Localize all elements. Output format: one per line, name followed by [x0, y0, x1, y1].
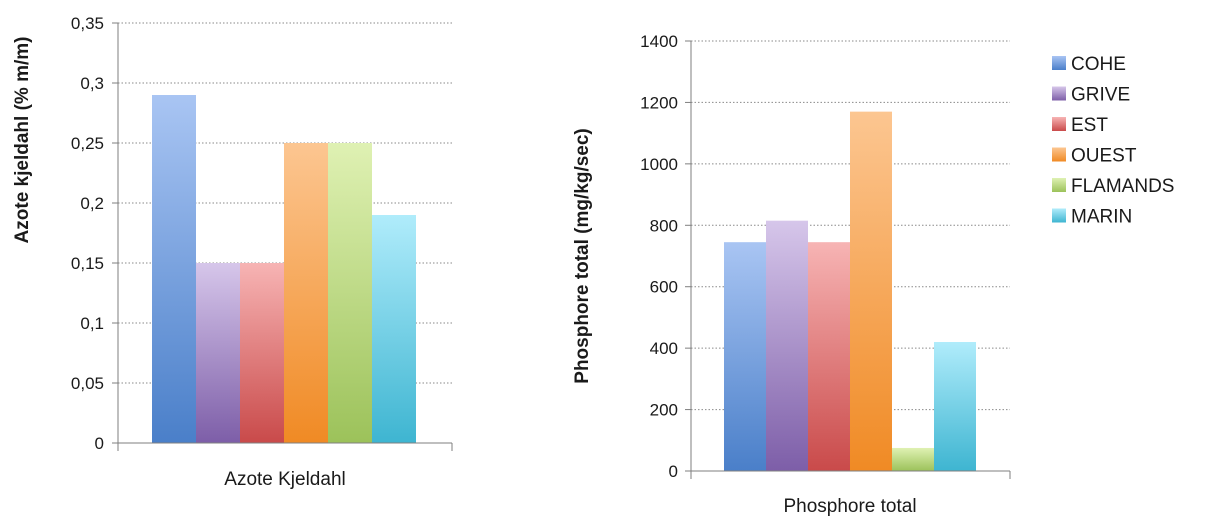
chart-azote-bars — [152, 95, 416, 443]
bar-marin — [372, 215, 416, 443]
chart-azote-ytick-labels: 0 0,05 0,1 0,15 0,2 0,25 0,3 0,35 — [71, 14, 104, 453]
y-tick-label: 1000 — [640, 155, 678, 174]
bar-cohe — [152, 95, 196, 443]
y-tick-label: 600 — [650, 278, 678, 297]
chart-phosphore-bars — [724, 111, 976, 472]
y-tick-label: 1200 — [640, 93, 678, 112]
y-tick-label: 0 — [669, 462, 678, 481]
y-tick-label: 0,25 — [71, 134, 104, 153]
legend-swatch-grive — [1052, 86, 1066, 101]
y-tick-label: 200 — [650, 401, 678, 420]
chart-phosphore-ytick-labels: 0 200 400 600 800 1000 1200 1400 — [640, 32, 678, 481]
legend-swatch-est — [1052, 117, 1066, 131]
bar-ouest — [850, 111, 892, 472]
bar-cohe — [724, 242, 766, 471]
chart-azote: 0 0,05 0,1 0,15 0,2 0,25 0,3 0,35 Azote kjeldah… — [12, 14, 453, 490]
chart-phosphore: 0 200 400 600 800 1000 1200 1400 Phosphore tota… — [572, 32, 1011, 517]
legend-swatch-marin — [1052, 208, 1066, 223]
bar-flamands — [328, 143, 372, 443]
legend-label-ouest: OUEST — [1071, 146, 1137, 167]
chart-azote-category-label: Azote Kjeldahl — [224, 469, 345, 490]
y-tick-label: 0,05 — [71, 374, 104, 393]
chart-phosphore-ylabel: Phosphore total (mg/kg/sec) — [572, 128, 593, 383]
legend-label-grive: GRIVE — [1071, 85, 1130, 106]
y-tick-label: 800 — [650, 216, 678, 235]
legend-swatch-flamands — [1052, 178, 1066, 192]
y-tick-label: 0 — [95, 434, 104, 453]
bar-grive — [766, 220, 808, 471]
bar-est — [240, 263, 284, 443]
bar-grive — [196, 263, 240, 443]
bar-flamands — [892, 447, 934, 471]
legend-swatch-ouest — [1052, 147, 1066, 162]
legend-label-marin: MARIN — [1071, 207, 1132, 228]
chart-azote-ylabel: Azote kjeldahl (% m/m) — [12, 37, 33, 244]
legend-label-cohe: COHE — [1071, 54, 1126, 75]
chart-phosphore-category-label: Phosphore total — [783, 496, 916, 517]
legend-swatch-cohe — [1052, 56, 1066, 70]
chart-azote-axes — [112, 22, 453, 451]
y-tick-label: 0,3 — [80, 74, 104, 93]
legend-label-flamands: FLAMANDS — [1071, 176, 1174, 197]
bar-marin — [934, 342, 976, 471]
y-tick-label: 1400 — [640, 32, 678, 51]
y-tick-label: 0,2 — [80, 194, 104, 213]
chart-phosphore-axes — [685, 40, 1011, 479]
legend: COHE GRIVE EST OUEST FLAMANDS MARIN — [1052, 54, 1174, 228]
y-tick-label: 400 — [650, 339, 678, 358]
y-tick-label: 0,1 — [80, 314, 104, 333]
y-tick-label: 0,15 — [71, 254, 104, 273]
bar-est — [808, 242, 850, 471]
bar-ouest — [284, 143, 328, 443]
legend-label-est: EST — [1071, 115, 1108, 136]
y-tick-label: 0,35 — [71, 14, 104, 33]
